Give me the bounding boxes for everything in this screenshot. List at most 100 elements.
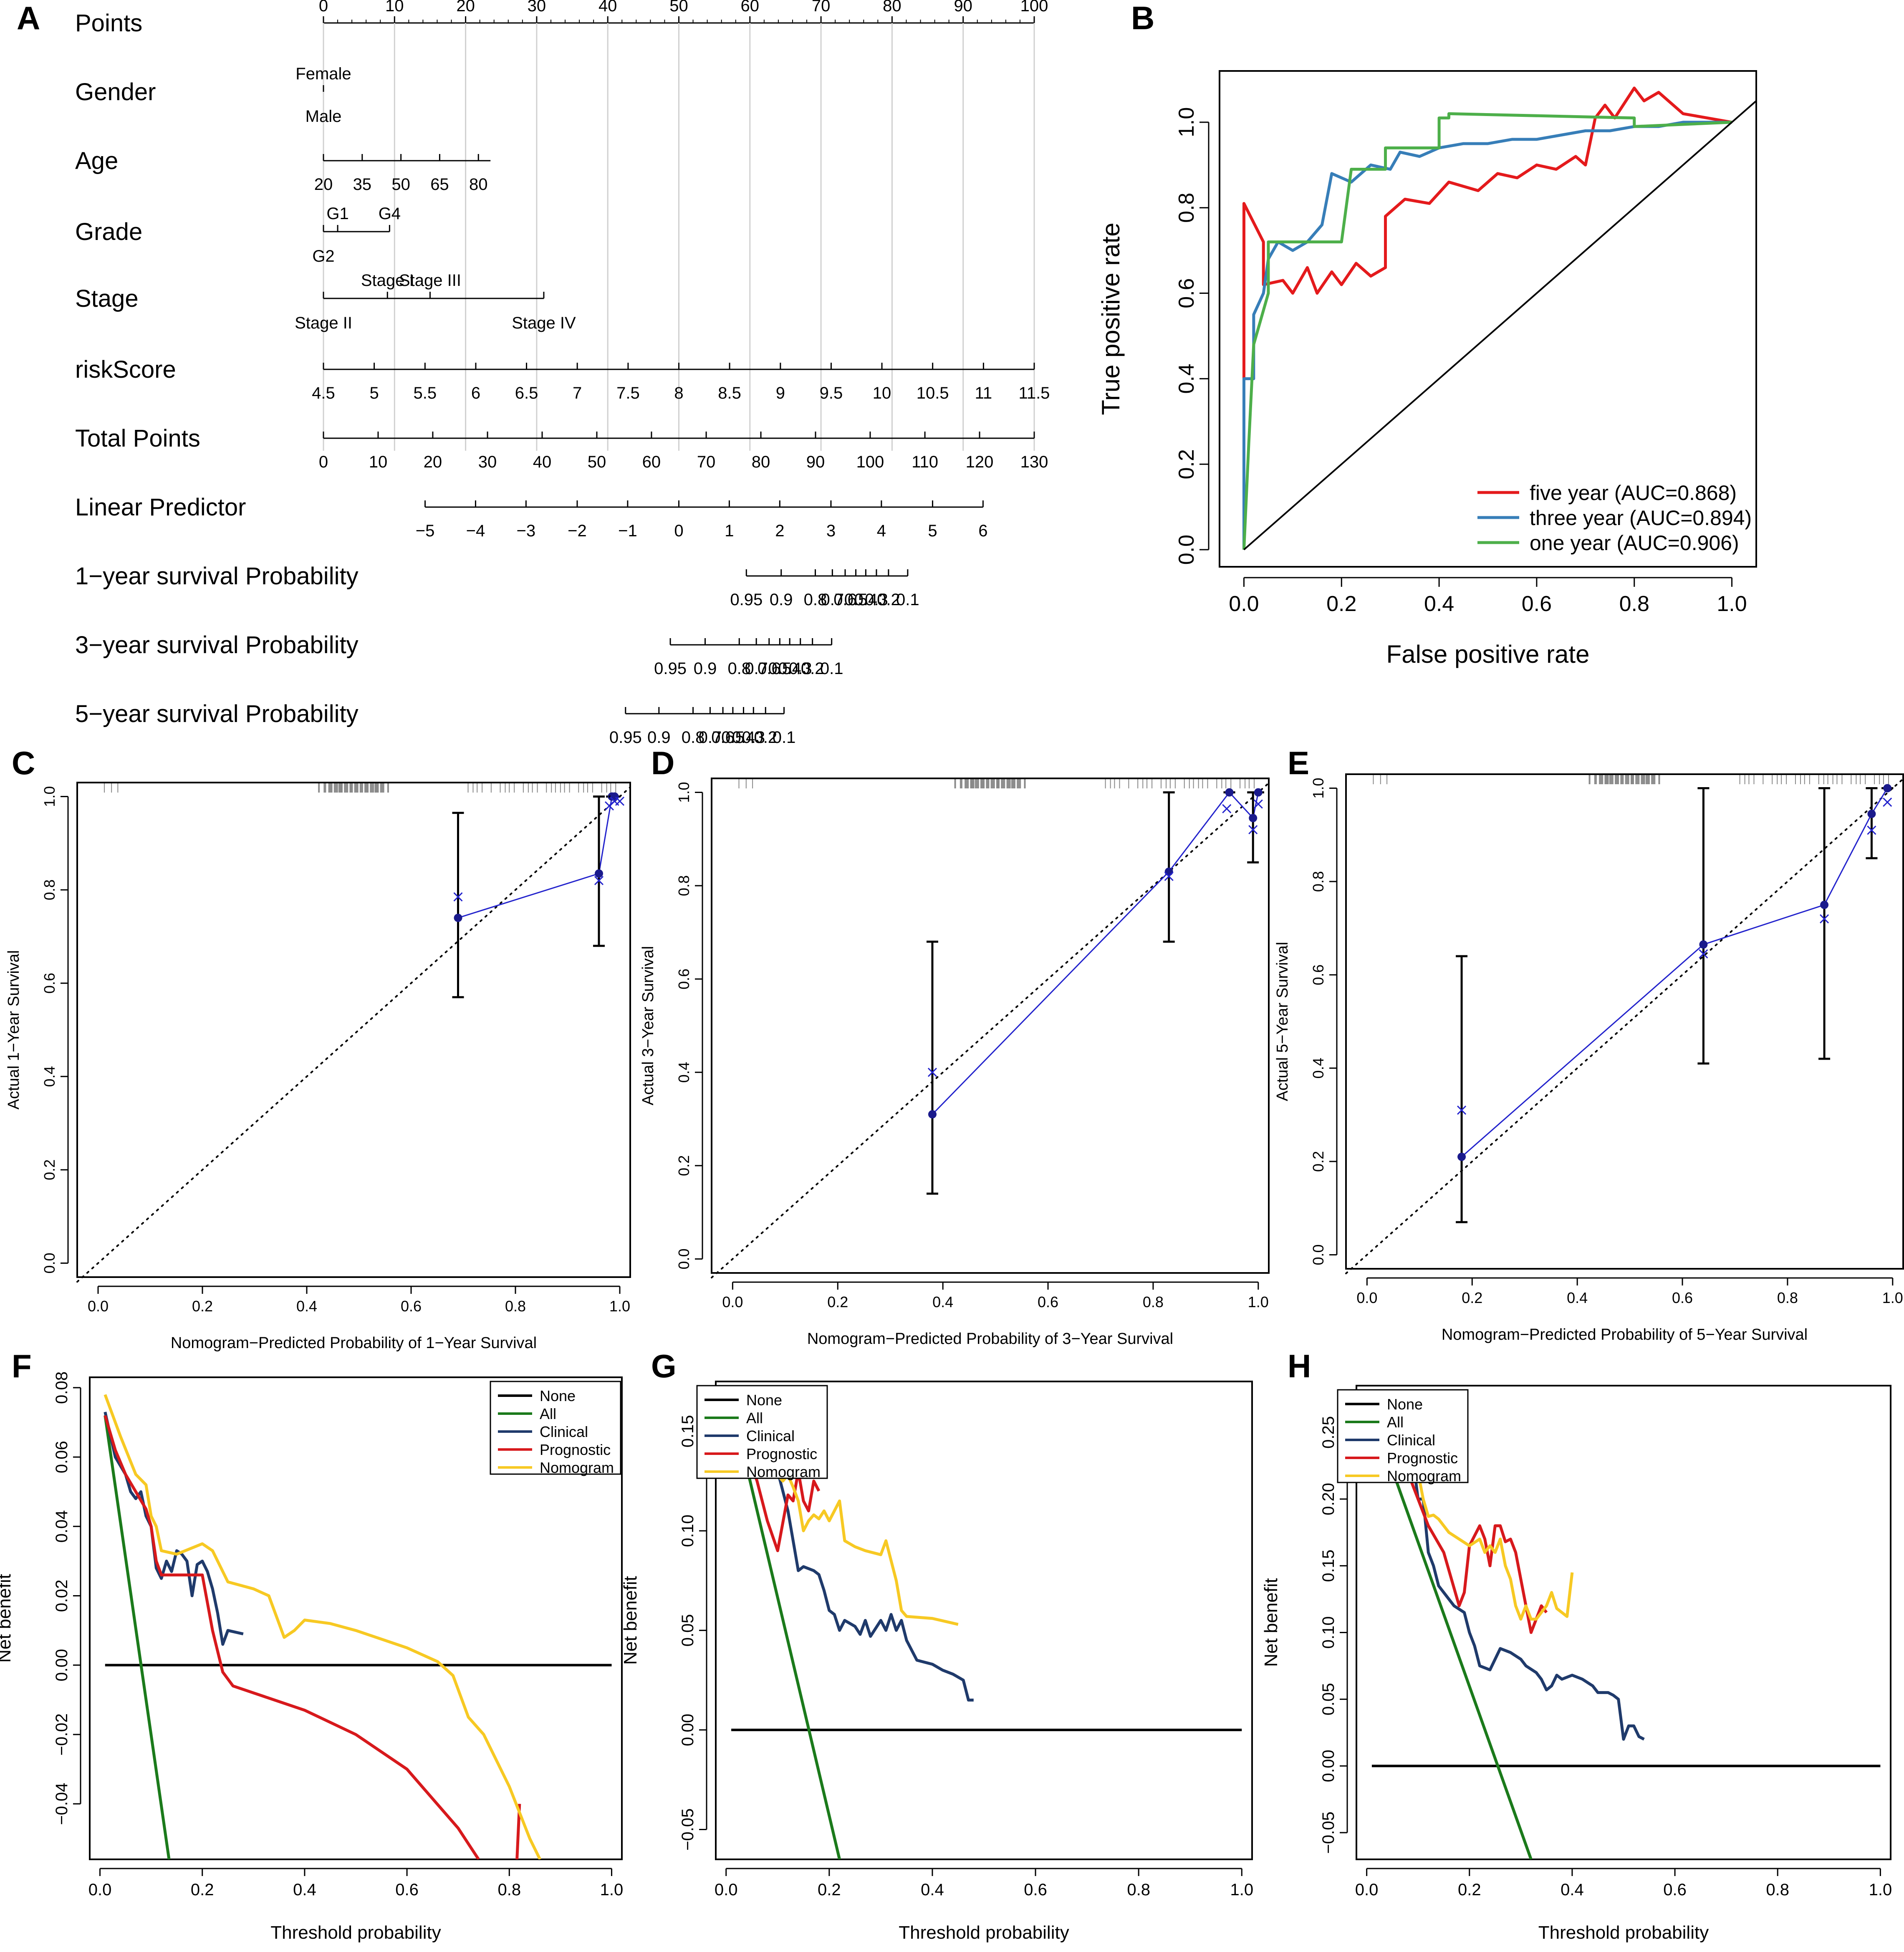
curves-group: [104, 1394, 612, 1859]
nomogram-tick-label: 80: [469, 175, 488, 194]
nomogram-tick-label: 0.5: [844, 591, 868, 609]
nomogram-tick-label: 0.7: [745, 659, 768, 678]
curves-group: [1370, 1398, 1881, 1859]
y-tick-label: 1.0: [1310, 778, 1327, 799]
nomogram-tick-label: 0.1: [896, 591, 919, 609]
nomogram-tick-label: 0.6: [711, 728, 735, 747]
observed-point: [454, 914, 462, 922]
y-tick-label: 0.4: [41, 1066, 58, 1087]
x-tick-label: 1.0: [1230, 1881, 1253, 1899]
x-tick-label: 1.0: [609, 1298, 630, 1315]
y-tick-label: 0.4: [1310, 1058, 1327, 1078]
calibration-1yr-panel: 0.0 0.2 0.4 0.6 0.8 1.0 0.0 0.2 0.4 0.6 0.8 1.0 Nomo…: [5, 782, 631, 1352]
nomogram-tick-label: 0.3: [865, 591, 888, 609]
y-tick-label: 0.4: [1174, 364, 1199, 394]
y-tick-label: 0.00: [53, 1649, 71, 1682]
nomogram-tick-label: 20: [456, 0, 475, 15]
dca-3yr-panel: 0.0 0.2 0.4 0.6 0.8 1.0 −0.05 0.00 0.05 0.10 0.15 T…: [620, 1381, 1253, 1943]
dca-curve-prognostic: [1370, 1398, 1548, 1634]
nomogram-category-label: G1: [326, 205, 348, 223]
nomogram-tick-label: 2: [775, 522, 784, 540]
nomogram-tick-label: 0.6: [758, 659, 781, 678]
roc-curve-one: [1242, 112, 1732, 550]
nomogram-tick-label: 0: [319, 453, 328, 471]
y-tick-label: 0.0: [41, 1253, 58, 1273]
x-tick-label: 0.8: [1766, 1881, 1789, 1899]
nomogram-tick-label: 5.5: [414, 384, 437, 402]
x-tick-label: 1.0: [1882, 1289, 1903, 1306]
nomogram-tick-label: 50: [391, 175, 410, 194]
y-tick-label: 0.0: [1310, 1244, 1327, 1265]
observed-point: [928, 1110, 937, 1119]
nomogram-tick-label: 0: [674, 522, 683, 540]
y-tick-label: 0.6: [1310, 965, 1327, 985]
nomogram-tick-label: −1: [618, 522, 637, 540]
nomogram-category-label: Stage II: [295, 314, 352, 332]
y-tick-label: 0.05: [679, 1614, 697, 1646]
nomogram-tick-label: 4: [877, 522, 886, 540]
y-tick-label: 0.04: [53, 1510, 71, 1543]
x-axis-title: False positive rate: [1386, 640, 1590, 668]
dca-curve-all: [1370, 1412, 1533, 1859]
nomogram-tick-label: 30: [478, 453, 497, 471]
x-tick-label: 0.0: [88, 1881, 112, 1899]
nomogram-tick-label: 90: [954, 0, 972, 15]
nomogram-tick-label: 0: [319, 0, 328, 15]
nomogram-tick-label: 3: [826, 522, 836, 540]
panel-label-a: A: [17, 0, 40, 36]
nomogram-tick-label: 10.5: [917, 384, 949, 402]
y-tick-label: 0.00: [1319, 1750, 1338, 1782]
bias-corrected-point: [1164, 871, 1174, 881]
nomogram-tick-label: 0.5: [721, 728, 745, 747]
legend-label: Prognostic: [746, 1445, 817, 1462]
dca-curve-prognostic: [104, 1415, 480, 1859]
x-tick-label: 0.4: [296, 1298, 317, 1315]
bias-corrected-point: [453, 892, 463, 902]
plot-frame: [1356, 1385, 1891, 1860]
plot-frame: [1345, 773, 1904, 1270]
legend-label: one year (AUC=0.906): [1530, 531, 1739, 555]
y-tick-label: 0.6: [41, 973, 58, 994]
y-tick-label: 0.8: [1174, 193, 1199, 223]
y-axis-title: Net benefit: [1261, 1578, 1281, 1667]
nomogram-row-label: Total Points: [75, 425, 200, 452]
x-tick-label: 0.6: [395, 1881, 419, 1899]
x-tick-label: 1.0: [1248, 1293, 1269, 1311]
nomogram-tick-label: 65: [430, 175, 449, 194]
y-tick-label: 0.25: [1319, 1416, 1338, 1449]
nomogram-row-label: 1−year survival Probability: [75, 563, 359, 590]
nomogram-tick-label: 0.9: [770, 591, 793, 609]
nomogram-tick-label: 9: [776, 384, 785, 402]
nomogram-tick-label: −2: [568, 522, 587, 540]
x-tick-label: 1.0: [600, 1881, 624, 1899]
legend-label: None: [746, 1391, 782, 1409]
y-tick-label: 1.0: [41, 786, 58, 807]
x-tick-label: 0.0: [88, 1298, 109, 1315]
roc-curve-three: [1242, 121, 1732, 550]
nomogram-tick-label: 0.9: [647, 728, 671, 747]
nomogram-tick-label: 0.95: [654, 659, 687, 678]
nomogram-tick-label: 0.9: [694, 659, 717, 678]
nomogram-tick-label: 0.7: [821, 591, 844, 609]
panel-label-d: D: [651, 745, 674, 781]
nomogram-tick-label: 35: [353, 175, 372, 194]
plot-frame: [76, 782, 631, 1278]
y-tick-label: 0.10: [679, 1515, 697, 1547]
y-tick-label: −0.04: [53, 1783, 71, 1825]
nomogram-category-label: Male: [306, 107, 342, 126]
y-tick-label: 0.0: [675, 1248, 692, 1269]
y-tick-label: 0.2: [41, 1159, 58, 1180]
legend-label: Clinical: [540, 1423, 588, 1440]
nomogram-tick-label: 10: [873, 384, 891, 402]
x-tick-label: 0.4: [1567, 1289, 1588, 1306]
nomogram-tick-label: 0.2: [754, 728, 777, 747]
roc-curve-five: [1242, 86, 1732, 379]
nomogram-tick-label: 6.5: [515, 384, 538, 402]
nomogram-row-label: Gender: [75, 78, 156, 106]
bias-corrected-point: [594, 876, 604, 885]
nomogram-category-label: G2: [312, 247, 334, 265]
nomogram-tick-label: 8: [674, 384, 683, 402]
y-tick-label: 0.20: [1319, 1483, 1338, 1515]
x-tick-label: 0.2: [1326, 592, 1356, 616]
y-tick-label: 0.6: [1174, 278, 1199, 308]
